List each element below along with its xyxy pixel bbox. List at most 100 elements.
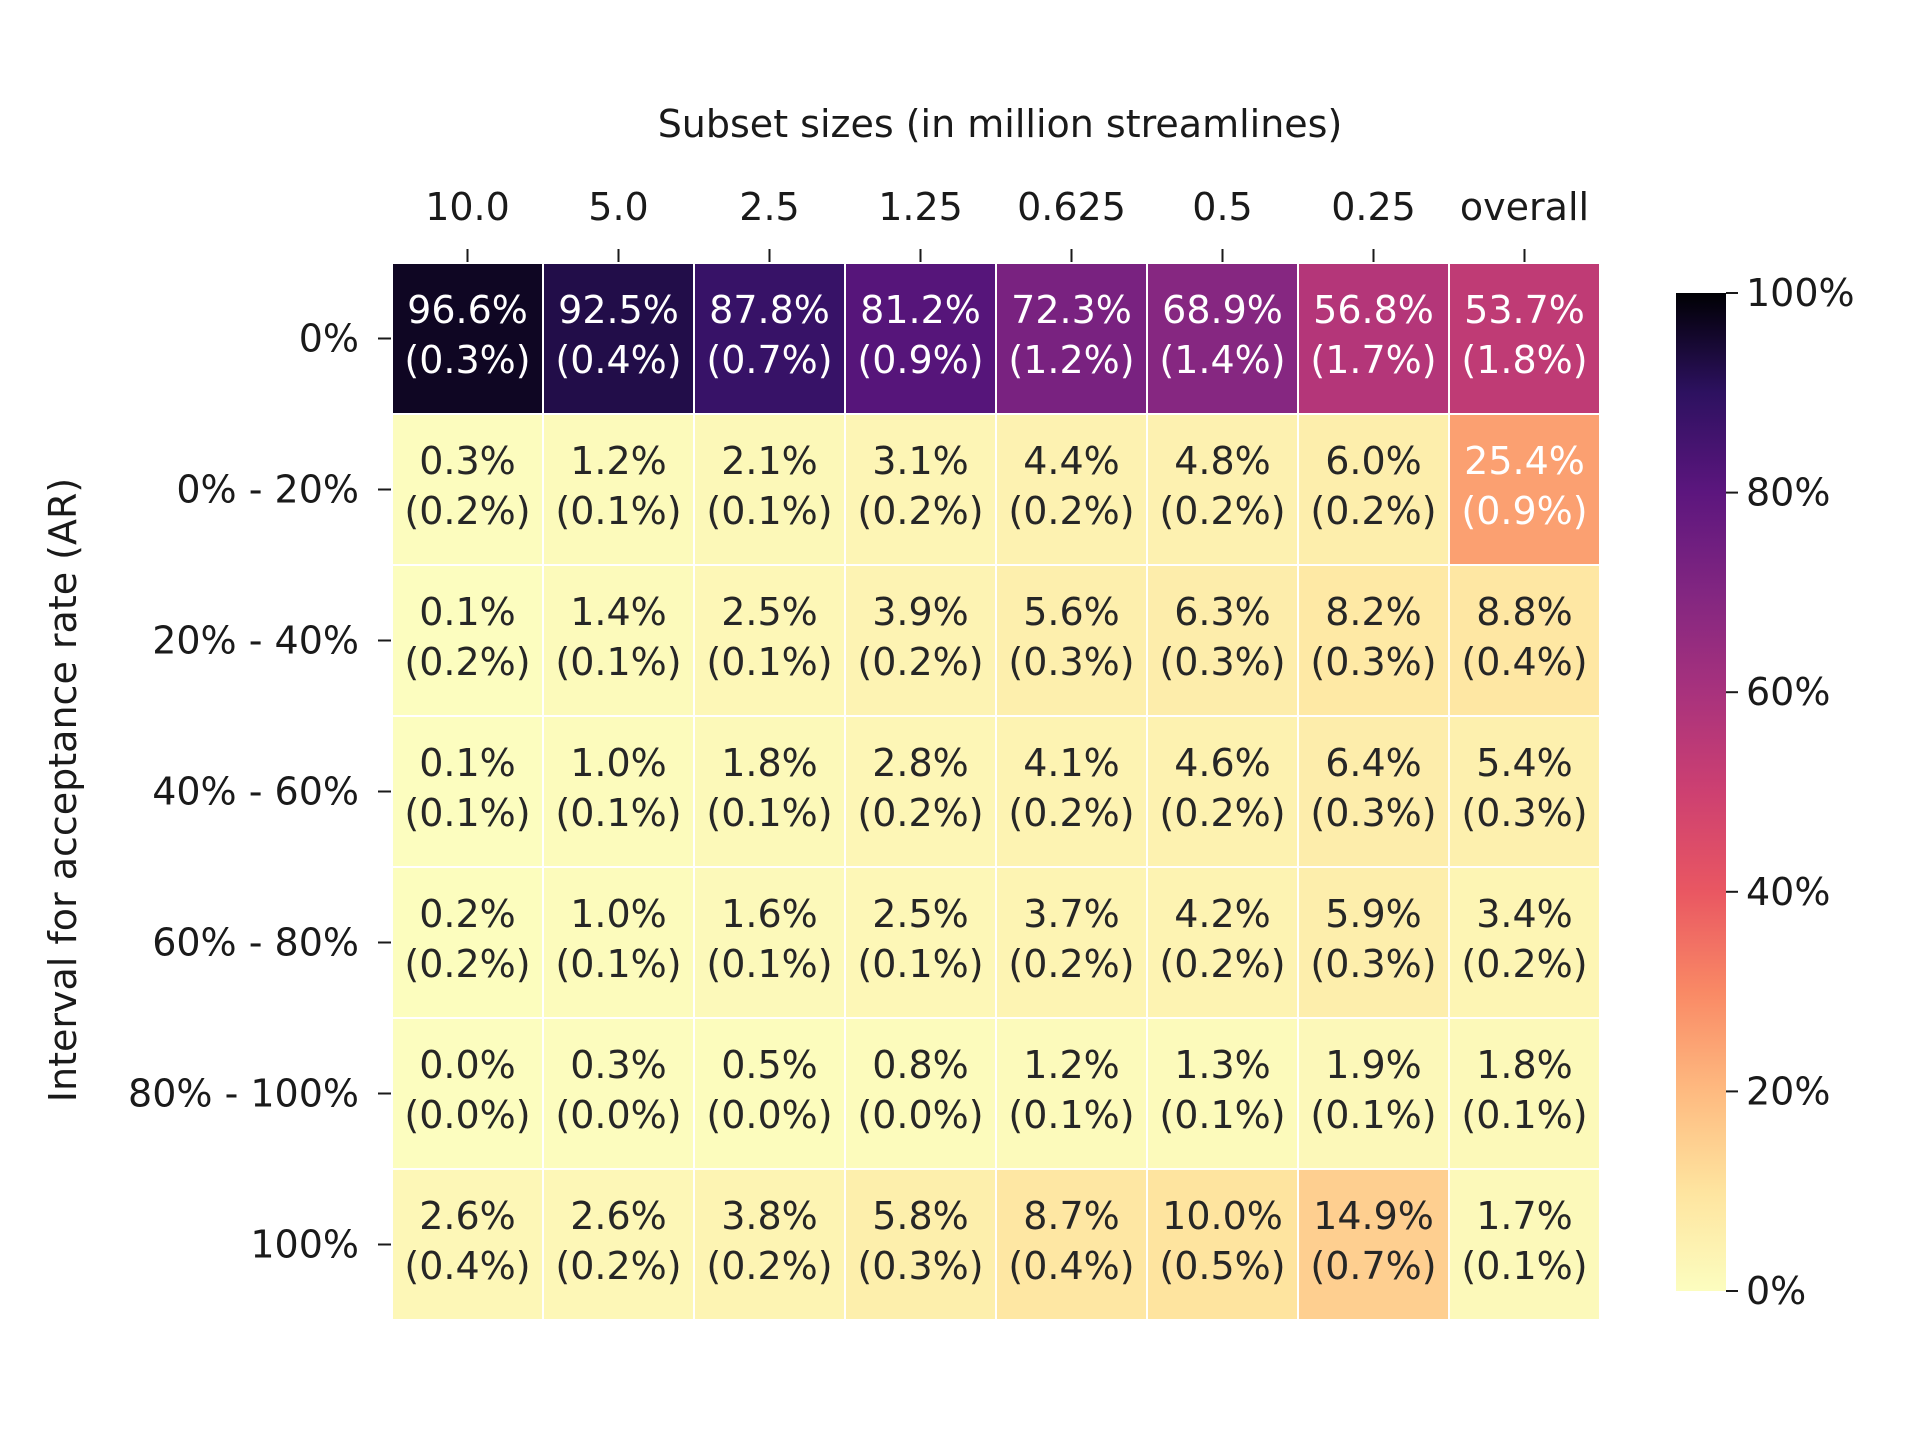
cell-value-label: 2.8% xyxy=(872,741,969,785)
cell-rect xyxy=(995,866,1148,1019)
cell-std-label: (0.2%) xyxy=(404,942,530,986)
cell-rect xyxy=(1448,564,1601,717)
heatmap-cell: 2.6% (0.2%) xyxy=(542,1168,695,1321)
heatmap-cell: 1.4% (0.1%) xyxy=(542,564,695,717)
cell-std-label: (0.2%) xyxy=(857,489,983,533)
cell-std-label: (0.3%) xyxy=(1461,791,1587,835)
heatmap-cells: 96.6% (0.3%) 92.5% (0.4%) 87.8% (0.7%) 81.2% (0… xyxy=(391,262,1601,1321)
heatmap-cell: 1.7% (0.1%) xyxy=(1448,1168,1601,1321)
cell-std-label: (0.2%) xyxy=(1159,489,1285,533)
heatmap-cell: 1.6% (0.1%) xyxy=(693,866,846,1019)
heatmap-cell: 2.1% (0.1%) xyxy=(693,413,846,566)
heatmap-cell: 0.2% (0.2%) xyxy=(391,866,544,1019)
cell-value-label: 0.5% xyxy=(721,1043,818,1087)
cell-std-label: (0.1%) xyxy=(555,489,681,533)
heatmap-cell: 8.8% (0.4%) xyxy=(1448,564,1601,717)
cell-std-label: (0.1%) xyxy=(1008,1093,1134,1137)
cell-rect xyxy=(995,1017,1148,1170)
cell-value-label: 6.3% xyxy=(1174,590,1271,634)
heatmap-cell: 10.0% (0.5%) xyxy=(1146,1168,1299,1321)
cell-value-label: 5.6% xyxy=(1023,590,1120,634)
cell-value-label: 3.9% xyxy=(872,590,969,634)
heatmap-cell: 0.3% (0.2%) xyxy=(391,413,544,566)
heatmap-cell: 8.7% (0.4%) xyxy=(995,1168,1148,1321)
heatmap-cell: 0.1% (0.2%) xyxy=(391,564,544,717)
cell-std-label: (0.2%) xyxy=(1159,942,1285,986)
colorbar-ticks: 0% 20% 40% 60% 80% 100% xyxy=(1726,271,1855,1313)
cell-rect xyxy=(693,1168,846,1321)
colorbar-gradient xyxy=(1676,293,1726,1291)
cell-value-label: 56.8% xyxy=(1313,288,1434,332)
cell-std-label: (0.1%) xyxy=(1310,1093,1436,1137)
heatmap-cell: 5.8% (0.3%) xyxy=(844,1168,997,1321)
cell-rect xyxy=(1448,1168,1601,1321)
heatmap-cell: 2.5% (0.1%) xyxy=(844,866,997,1019)
cell-std-label: (0.4%) xyxy=(1008,1244,1134,1288)
cell-value-label: 2.6% xyxy=(570,1194,667,1238)
cell-std-label: (0.1%) xyxy=(404,791,530,835)
heatmap-cell: 2.6% (0.4%) xyxy=(391,1168,544,1321)
cell-rect xyxy=(693,1017,846,1170)
cell-value-label: 1.8% xyxy=(1476,1043,1573,1087)
heatmap-cell: 0.3% (0.0%) xyxy=(542,1017,695,1170)
heatmap-cell: 0.1% (0.1%) xyxy=(391,715,544,868)
heatmap-cell: 6.4% (0.3%) xyxy=(1297,715,1450,868)
cell-rect xyxy=(995,413,1148,566)
colorbar-tick-label: 40% xyxy=(1746,870,1830,914)
cell-std-label: (0.1%) xyxy=(706,489,832,533)
x-tick-label: 10.0 xyxy=(425,185,510,229)
x-tick-label: 0.25 xyxy=(1331,185,1416,229)
cell-rect xyxy=(1448,715,1601,868)
cell-std-label: (0.5%) xyxy=(1159,1244,1285,1288)
x-axis-ticks: 10.0 5.0 2.5 1.25 0.625 0.5 0.25 overall xyxy=(425,185,1589,263)
cell-std-label: (0.1%) xyxy=(555,942,681,986)
heatmap-cell: 2.8% (0.2%) xyxy=(844,715,997,868)
cell-std-label: (0.1%) xyxy=(1461,1244,1587,1288)
cell-std-label: (0.3%) xyxy=(857,1244,983,1288)
cell-value-label: 8.7% xyxy=(1023,1194,1120,1238)
heatmap-cell: 14.9% (0.7%) xyxy=(1297,1168,1450,1321)
cell-value-label: 1.8% xyxy=(721,741,818,785)
heatmap-cell: 0.0% (0.0%) xyxy=(391,1017,544,1170)
cell-std-label: (0.4%) xyxy=(1461,640,1587,684)
cell-std-label: (1.2%) xyxy=(1008,338,1134,382)
cell-std-label: (0.1%) xyxy=(555,640,681,684)
cell-std-label: (0.1%) xyxy=(857,942,983,986)
cell-rect xyxy=(391,262,544,415)
cell-value-label: 2.6% xyxy=(419,1194,516,1238)
cell-std-label: (0.3%) xyxy=(1310,791,1436,835)
cell-value-label: 3.7% xyxy=(1023,892,1120,936)
cell-std-label: (0.1%) xyxy=(1159,1093,1285,1137)
cell-rect xyxy=(844,413,997,566)
cell-rect xyxy=(844,1168,997,1321)
cell-rect xyxy=(1448,1017,1601,1170)
cell-value-label: 1.9% xyxy=(1325,1043,1422,1087)
heatmap-cell: 4.8% (0.2%) xyxy=(1146,413,1299,566)
cell-std-label: (1.4%) xyxy=(1159,338,1285,382)
cell-std-label: (1.7%) xyxy=(1310,338,1436,382)
cell-rect xyxy=(844,262,997,415)
y-axis-ticks: 0% 0% - 20% 20% - 40% 40% - 60% 60% - 80% 80%… xyxy=(128,317,392,1267)
cell-value-label: 2.1% xyxy=(721,439,818,483)
cell-std-label: (0.0%) xyxy=(857,1093,983,1137)
cell-rect xyxy=(391,866,544,1019)
cell-value-label: 6.0% xyxy=(1325,439,1422,483)
cell-value-label: 72.3% xyxy=(1011,288,1132,332)
heatmap-cell: 1.2% (0.1%) xyxy=(542,413,695,566)
cell-value-label: 1.4% xyxy=(570,590,667,634)
cell-rect xyxy=(542,564,695,717)
heatmap-cell: 6.3% (0.3%) xyxy=(1146,564,1299,717)
x-axis-label: Subset sizes (in million streamlines) xyxy=(658,102,1343,146)
cell-value-label: 0.3% xyxy=(419,439,516,483)
heatmap-cell: 1.8% (0.1%) xyxy=(1448,1017,1601,1170)
cell-rect xyxy=(391,564,544,717)
cell-std-label: (0.1%) xyxy=(706,942,832,986)
heatmap-cell: 4.2% (0.2%) xyxy=(1146,866,1299,1019)
cell-value-label: 3.4% xyxy=(1476,892,1573,936)
cell-std-label: (0.2%) xyxy=(404,489,530,533)
cell-std-label: (0.2%) xyxy=(1008,942,1134,986)
x-tick-label: overall xyxy=(1460,185,1589,229)
cell-std-label: (0.2%) xyxy=(404,640,530,684)
cell-std-label: (0.2%) xyxy=(1461,942,1587,986)
